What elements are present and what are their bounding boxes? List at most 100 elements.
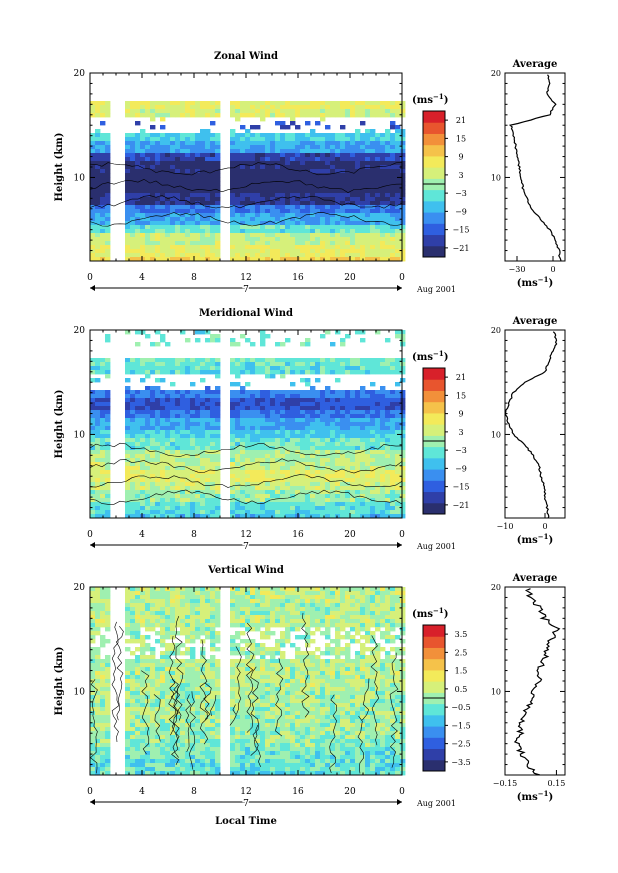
x-tick-label: 4 <box>139 273 145 283</box>
x-tick-label: 12 <box>240 273 251 283</box>
average-title: Average <box>512 316 558 327</box>
average-y-tick-label: 10 <box>491 687 501 696</box>
colorbar-tick-label: 21 <box>456 373 466 382</box>
colorbar-swatch <box>423 625 445 637</box>
date-label: Aug 2001 <box>416 285 456 294</box>
colorbar-swatch <box>423 111 445 123</box>
colorbar-tick-label: 2.5 <box>455 648 468 657</box>
x-tick-label: 0 <box>399 787 405 797</box>
y-axis-label: Height (km) <box>54 133 65 202</box>
colorbar-swatch <box>423 412 445 425</box>
x-tick-label: 16 <box>292 787 304 797</box>
x-tick-label: 20 <box>344 787 356 797</box>
average-frame <box>504 329 566 519</box>
colorbar-tick-label: 0.5 <box>455 685 468 694</box>
y-tick-label: 10 <box>74 173 86 183</box>
colorbar-tick-label: −2.5 <box>451 740 470 749</box>
average-title: Average <box>512 573 558 584</box>
average-profile: Average −30 0 10 20 (ms−1) <box>491 59 566 289</box>
colorbar-tick-label: 3.5 <box>455 630 468 639</box>
colorbar-tick-label: −0.5 <box>451 703 470 712</box>
colorbar-swatch <box>423 669 445 682</box>
panel-title: Vertical Wind <box>207 565 284 576</box>
colorbar-tick-label: 15 <box>456 391 466 400</box>
colorbar: (ms−1) 3.5 2.5 1.5 0.5 −0.5 −1.5 −2.5 −3.5 <box>412 606 471 772</box>
x-tick-label: 4 <box>139 787 145 797</box>
colorbar-swatch <box>423 714 445 727</box>
colorbar-tick-label: −21 <box>453 244 470 253</box>
colorbar-swatch <box>423 491 445 504</box>
y-axis-label: Height (km) <box>54 647 65 716</box>
colorbar-swatch <box>423 212 445 224</box>
colorbar-swatch <box>423 737 445 750</box>
average-y-tick-label: 20 <box>491 69 501 78</box>
panel-0: Zonal Wind 0 4 8 12 16 20 0 10 20 Height (km) 7 Aug … <box>54 51 566 297</box>
x-tick-label: 8 <box>191 787 197 797</box>
x-tick-label: 8 <box>191 273 197 283</box>
colorbar-swatch <box>423 167 445 179</box>
x-tick-label: 0 <box>399 530 405 540</box>
average-x-unit: (ms−1) <box>517 789 553 803</box>
colorbar-tick-label: −21 <box>453 501 470 510</box>
x-tick-label: 12 <box>240 530 251 540</box>
colorbar-swatch <box>423 748 445 761</box>
colorbar-swatch <box>423 480 445 493</box>
colorbar-swatch <box>423 200 445 213</box>
average-x-tick-label: 0 <box>550 265 555 274</box>
average-line <box>504 331 558 519</box>
x-axis-label: Local Time <box>215 816 277 827</box>
average-frame <box>504 72 566 262</box>
average-profile: Average −0.15 0.15 10 20 (ms−1) <box>491 573 566 803</box>
colorbar-swatch <box>423 133 445 146</box>
axis-ticks <box>89 329 403 519</box>
heatmap-cells <box>90 330 406 519</box>
colorbar-swatch <box>423 647 445 660</box>
colorbar-swatch <box>423 390 445 403</box>
colorbar-unit: (ms−1) <box>412 606 448 620</box>
x-tick-label: 0 <box>87 273 93 283</box>
contour-lines <box>89 162 403 227</box>
x-tick-label: 0 <box>399 273 405 283</box>
heatmap-cells <box>90 587 406 776</box>
day-label: 7 <box>243 285 249 295</box>
colorbar-tick-label: 3 <box>458 428 463 437</box>
colorbar-swatch <box>423 759 445 772</box>
average-title: Average <box>512 59 558 70</box>
panel-1: Meridional Wind 0 4 8 12 16 20 0 10 20 Height (km)… <box>54 308 566 554</box>
colorbar-swatch <box>423 636 445 648</box>
x-tick-label: 4 <box>139 530 145 540</box>
colorbar-swatch <box>423 469 445 481</box>
colorbar-swatch <box>423 144 445 157</box>
panel-title: Meridional Wind <box>199 308 293 319</box>
colorbar-swatch <box>423 658 445 671</box>
contour-lines <box>90 612 399 774</box>
x-tick-label: 12 <box>240 787 251 797</box>
colorbar-swatch <box>423 379 445 391</box>
colorbar-tick-label: −9 <box>455 464 467 473</box>
y-tick-label: 20 <box>74 583 86 593</box>
colorbar-swatch <box>423 446 445 459</box>
colorbar-swatch <box>423 234 445 247</box>
colorbar-swatch <box>423 424 445 436</box>
x-tick-label: 8 <box>191 530 197 540</box>
date-label: Aug 2001 <box>416 799 456 808</box>
heatmap-cells <box>90 101 406 262</box>
colorbar-tick-label: 9 <box>458 410 463 419</box>
average-y-tick-label: 10 <box>491 430 501 439</box>
colorbar-tick-label: −3 <box>455 446 467 455</box>
colorbar-tick-label: −9 <box>455 207 467 216</box>
average-x-unit: (ms−1) <box>517 532 553 546</box>
colorbar-unit: (ms−1) <box>412 349 448 363</box>
y-tick-label: 20 <box>74 326 86 336</box>
date-label: Aug 2001 <box>416 542 456 551</box>
panel-title: Zonal Wind <box>214 51 278 62</box>
colorbar-swatch <box>423 681 445 693</box>
colorbar-tick-label: −15 <box>453 483 470 492</box>
y-tick-label: 10 <box>74 430 86 440</box>
colorbar-tick-label: −1.5 <box>451 721 470 730</box>
colorbar-unit: (ms−1) <box>412 92 448 106</box>
y-axis-label: Height (km) <box>54 390 65 459</box>
average-ticks <box>504 586 565 776</box>
average-line <box>508 74 562 262</box>
